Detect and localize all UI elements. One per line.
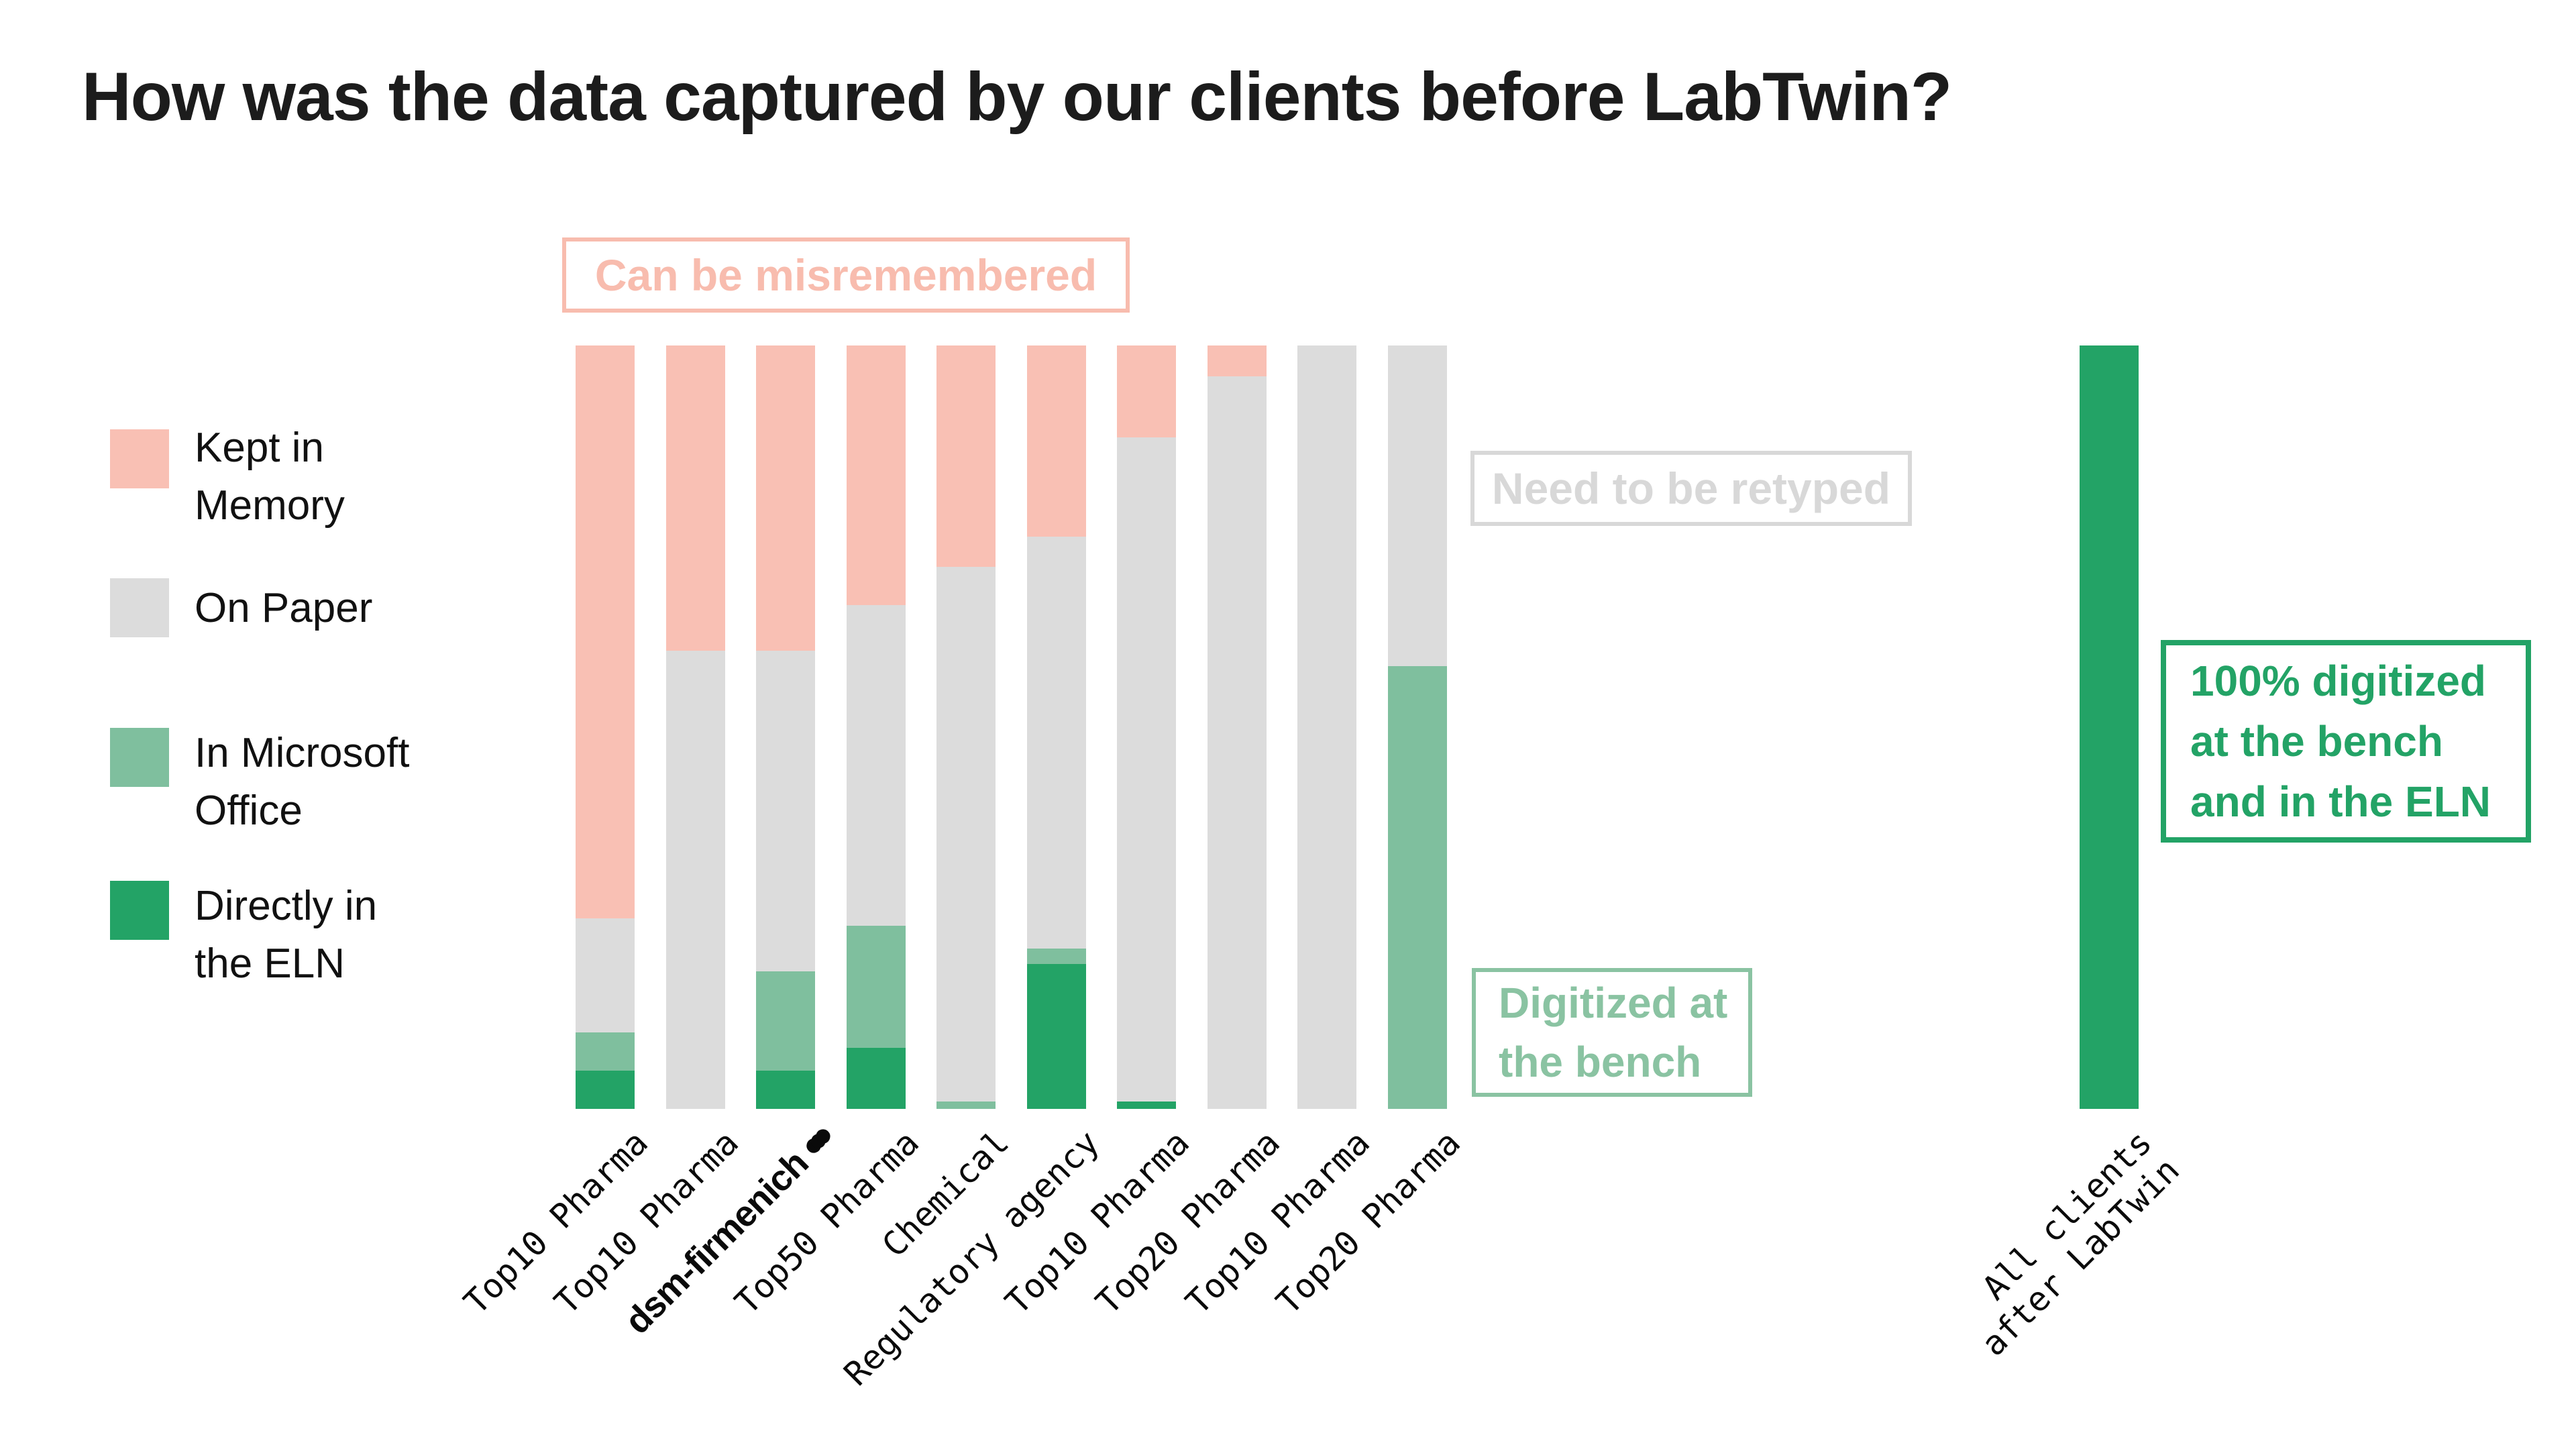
bar-segment-kept-in-memory [1117,345,1176,437]
bar-segment-in-microsoft-office [1026,949,1086,964]
bar-segment-on-paper [846,604,906,926]
annotation-can-be-misremembered: Can be misremembered [562,237,1130,313]
bar-segment-on-paper [1207,376,1267,1109]
legend-label-kept-in-memory: Kept in Memory [195,425,345,529]
legend-label-in-microsoft-office: In Microsoft Office [195,730,410,834]
stacked-bar-10 [2080,345,2139,1109]
bar-segment-directly-in-the-eln [1117,1101,1176,1109]
bar-segment-directly-in-the-eln [2080,345,2139,1109]
bar-segment-on-paper [1117,437,1176,1102]
legend-label-directly-in-eln: Directly in the ELN [195,883,378,987]
legend-swatch-directly-in-eln [110,881,169,940]
bar-segment-kept-in-memory [936,345,996,568]
bar-segment-directly-in-the-eln [576,1071,635,1109]
stacked-bar-1 [665,345,725,1109]
bar-segment-on-paper [756,651,815,972]
legend-label-on-paper: On Paper [195,585,373,631]
stacked-bar-9 [1387,345,1447,1109]
bar-segment-directly-in-the-eln [756,1071,815,1109]
stacked-bar-0 [576,345,635,1109]
bar-segment-in-microsoft-office [576,1032,635,1071]
stacked-bar-6 [1117,345,1176,1109]
legend-swatch-on-paper [110,578,169,637]
bar-segment-on-paper [1297,345,1356,1109]
bar-segment-on-paper [576,918,635,1033]
bar-segment-in-microsoft-office [846,925,906,1048]
bar-segment-on-paper [936,567,996,1102]
stacked-bar-8 [1297,345,1356,1109]
bar-segment-in-microsoft-office [756,971,815,1071]
bar-segment-kept-in-memory [576,345,635,918]
stacked-bar-2 [756,345,815,1109]
bar-segment-in-microsoft-office [1387,665,1447,1109]
stacked-bar-4 [936,345,996,1109]
annotation-100-percent-digitized: 100% digitized at the bench and in the E… [2161,640,2531,843]
bar-segment-directly-in-the-eln [1026,963,1086,1109]
bar-segment-directly-in-the-eln [846,1047,906,1109]
chart-title: How was the data captured by our clients… [82,58,1952,135]
bar-segment-kept-in-memory [665,345,725,651]
stacked-bar-3 [846,345,906,1109]
bar-segment-kept-in-memory [846,345,906,605]
stacked-bar-5 [1026,345,1086,1109]
bar-segment-in-microsoft-office [936,1101,996,1109]
bar-segment-on-paper [665,651,725,1109]
bar-segment-on-paper [1387,345,1447,666]
stacked-bar-7 [1207,345,1267,1109]
legend-swatch-in-microsoft-office [110,728,169,787]
x-axis-label-10: All clients after LabTwin [1974,1123,2188,1364]
annotation-need-to-be-retyped: Need to be retyped [1470,451,1912,526]
annotation-digitized-at-the-bench: Digitized at the bench [1472,968,1752,1097]
bar-segment-kept-in-memory [756,345,815,651]
legend-swatch-kept-in-memory [110,429,169,488]
bar-segment-kept-in-memory [1026,345,1086,537]
bar-segment-kept-in-memory [1207,345,1267,376]
bar-segment-on-paper [1026,536,1086,949]
